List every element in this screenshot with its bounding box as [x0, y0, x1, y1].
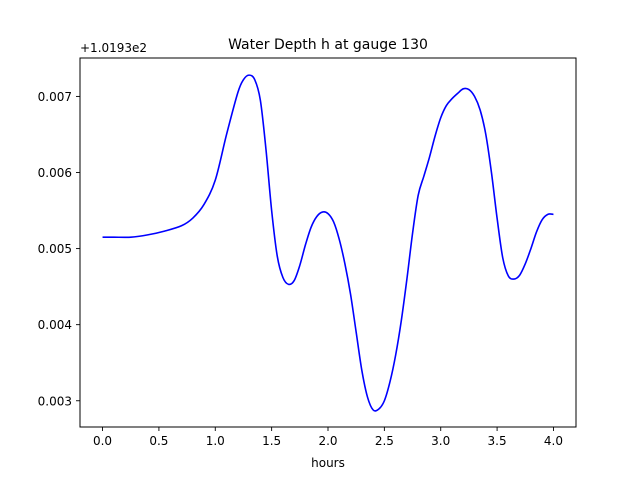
y-tick-label: 0.007 [38, 90, 72, 104]
x-tick-label: 0.5 [149, 434, 168, 448]
x-tick-label: 3.5 [488, 434, 507, 448]
y-tick-label: 0.006 [38, 166, 72, 180]
y-axis: 0.003 0.004 0.005 0.006 0.007 [38, 90, 80, 408]
y-tick-label: 0.004 [38, 318, 72, 332]
x-tick-label: 1.5 [262, 434, 281, 448]
x-tick-label: 1.0 [206, 434, 225, 448]
x-tick-label: 4.0 [544, 434, 563, 448]
x-tick-label: 3.0 [431, 434, 450, 448]
x-tick-label: 2.0 [318, 434, 337, 448]
chart-title: Water Depth h at gauge 130 [228, 37, 428, 53]
y-tick-label: 0.005 [38, 242, 72, 256]
y-tick-label: 0.003 [38, 394, 72, 408]
plot-layer [102, 74, 554, 412]
x-axis-label: hours [311, 456, 345, 470]
x-tick-label: 2.5 [375, 434, 394, 448]
x-axis: 0.0 0.5 1.0 1.5 2.0 2.5 3.0 3.5 4.0 [93, 427, 563, 448]
series-line-0 [102, 74, 554, 412]
y-offset-label: +1.0193e2 [80, 41, 147, 55]
x-tick-label: 0.0 [93, 434, 112, 448]
